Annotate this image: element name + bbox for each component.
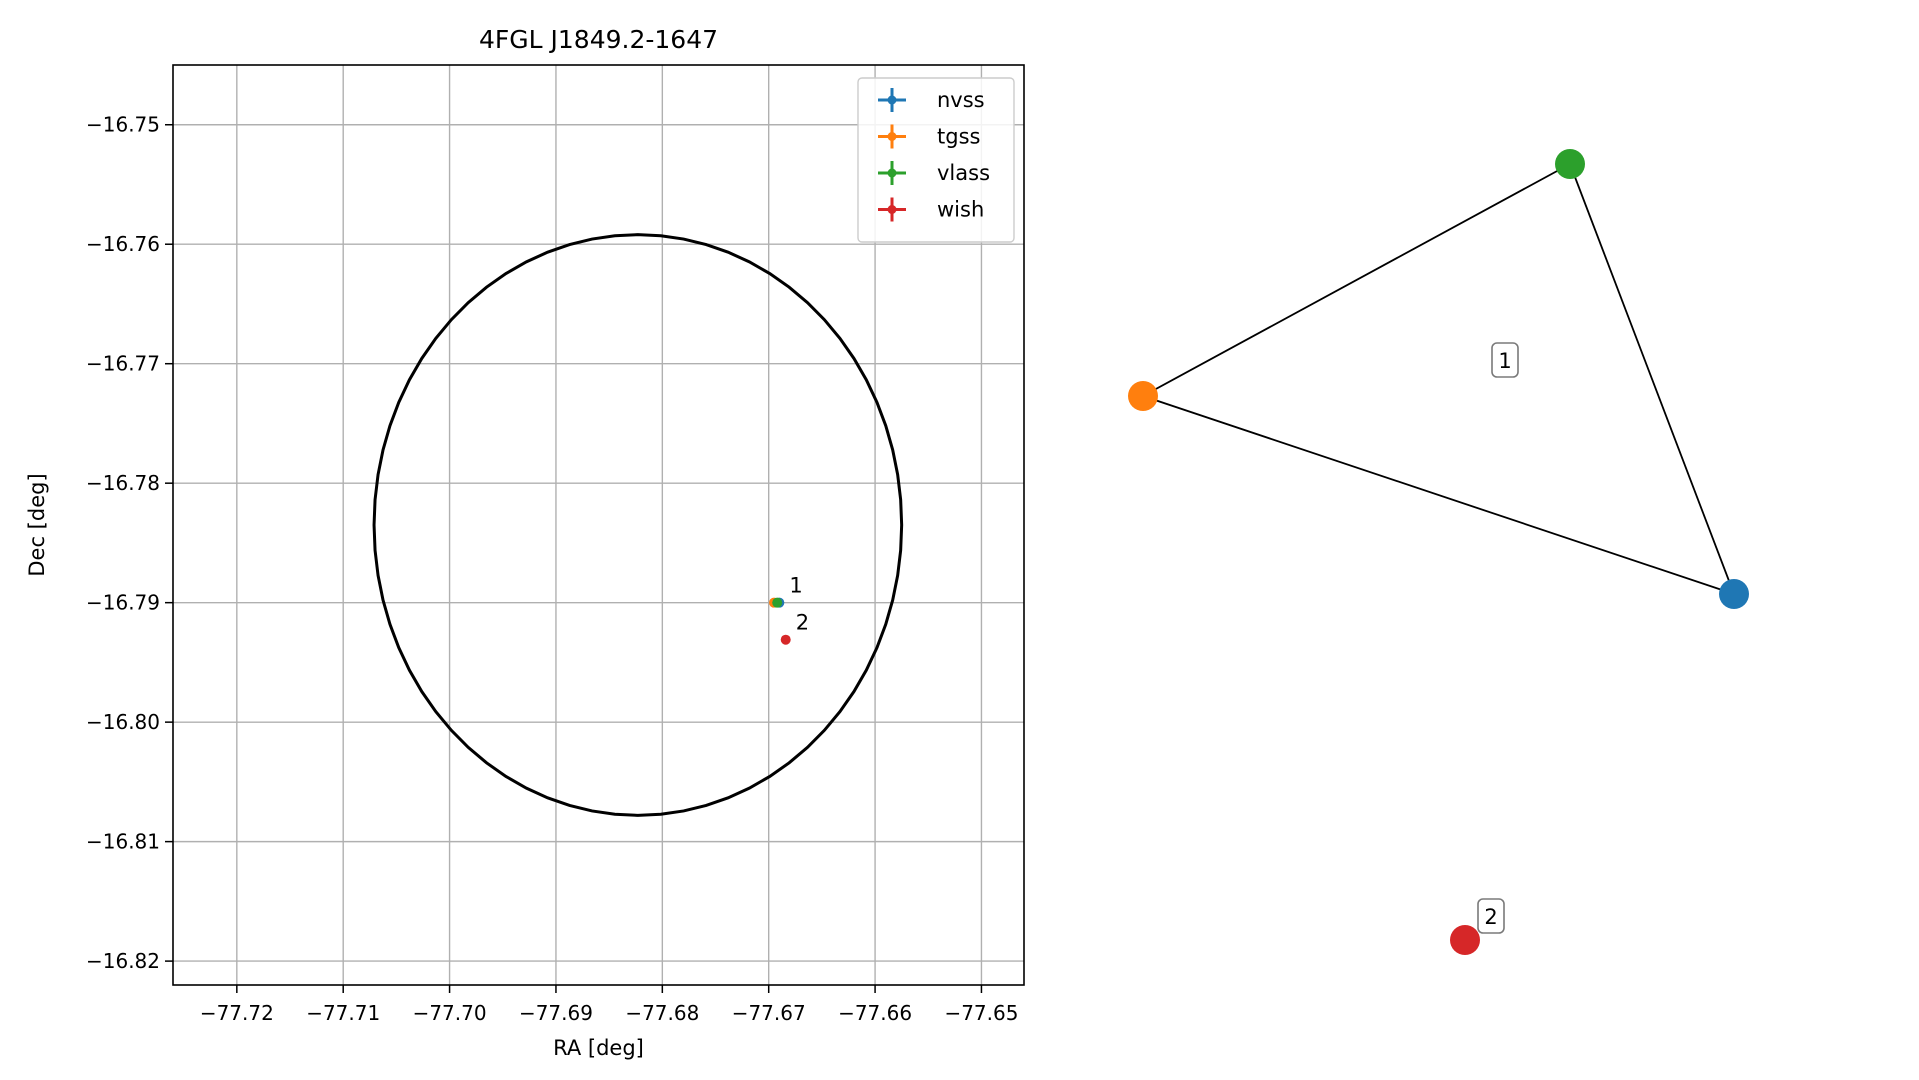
y-tick-label: −16.75	[86, 113, 160, 137]
legend-marker-dot	[887, 168, 897, 178]
graph-node-tgss	[1128, 381, 1158, 411]
x-tick-label: −77.68	[625, 1001, 699, 1025]
x-tick-label: −77.69	[519, 1001, 593, 1025]
graph-node-vlass	[1555, 149, 1585, 179]
x-tick-label: −77.70	[413, 1001, 487, 1025]
legend-label: nvss	[937, 88, 985, 112]
legend-entries: nvss tgss vlass wish	[878, 88, 990, 222]
grid	[173, 65, 1024, 985]
legend-entry-wish: wish	[878, 197, 984, 222]
graph-edges	[1142, 163, 1735, 595]
y-tick-label: −16.76	[86, 232, 160, 256]
network-graph: 12	[1128, 149, 1749, 955]
confidence-ellipse	[372, 233, 904, 817]
y-tick-label: −16.78	[86, 471, 160, 495]
x-tick-label: −77.67	[732, 1001, 806, 1025]
graph-edge	[1142, 163, 1571, 397]
legend-box	[857, 77, 1015, 243]
legend-entry-vlass: vlass	[878, 161, 990, 185]
y-axis-label: Dec [deg]	[25, 473, 49, 576]
y-tick-label: −16.79	[86, 591, 160, 615]
legend-marker-dot	[887, 95, 897, 105]
group-label-text: 2	[1484, 905, 1497, 929]
x-tick-label: −77.72	[200, 1001, 274, 1025]
x-axis-label: RA [deg]	[553, 1036, 644, 1060]
y-tick-label: −16.80	[86, 710, 160, 734]
point-annotations: 12	[789, 574, 809, 635]
legend-label: vlass	[937, 161, 990, 185]
plot-frame	[172, 64, 1025, 986]
scatter-chart: 12 −77.72 −77.71 −77.70 −77.69 −77.68 −77.67−…	[25, 25, 1025, 1060]
graph-nodes	[1128, 149, 1749, 955]
y-tick-label: −16.82	[86, 949, 160, 973]
graph-node-nvss	[1719, 579, 1749, 609]
point-annotation: 1	[789, 574, 802, 598]
y-tick-label: −16.81	[86, 830, 160, 854]
x-tick-label: −77.71	[306, 1001, 380, 1025]
legend-marker-dot	[887, 132, 897, 141]
graph-edge	[1569, 163, 1735, 595]
y-axis-ticks: −16.75 −16.76 −16.77 −16.78 −16.79 −16.80 −16.…	[86, 113, 173, 973]
legend-entry-nvss: nvss	[878, 88, 985, 112]
data-point-vlass	[772, 597, 783, 608]
y-tick-label: −16.77	[86, 352, 160, 376]
legend-entry-tgss: tgss	[878, 124, 980, 149]
group-label: 1	[1491, 342, 1519, 378]
legend-label: tgss	[937, 125, 980, 149]
legend-label: wish	[937, 198, 984, 222]
x-tick-label: −77.65	[944, 1001, 1018, 1025]
group-label: 2	[1477, 898, 1505, 934]
legend: nvss tgss vlass wish	[857, 77, 1015, 243]
x-tick-label: −77.66	[838, 1001, 912, 1025]
group-labels: 12	[1477, 342, 1519, 934]
x-axis-ticks: −77.72 −77.71 −77.70 −77.69 −77.68 −77.67 −77.…	[200, 985, 1018, 1025]
graph-edge	[1142, 395, 1735, 595]
graph-node-wish	[1450, 925, 1480, 955]
group-label-text: 1	[1498, 349, 1511, 373]
data-points	[769, 597, 791, 645]
data-point-wish	[780, 634, 791, 645]
legend-marker-dot	[887, 205, 897, 214]
group-label-box	[1477, 898, 1505, 934]
point-annotation: 2	[796, 611, 809, 635]
chart-title: 4FGL J1849.2-1647	[479, 25, 718, 54]
group-label-box	[1491, 342, 1519, 378]
